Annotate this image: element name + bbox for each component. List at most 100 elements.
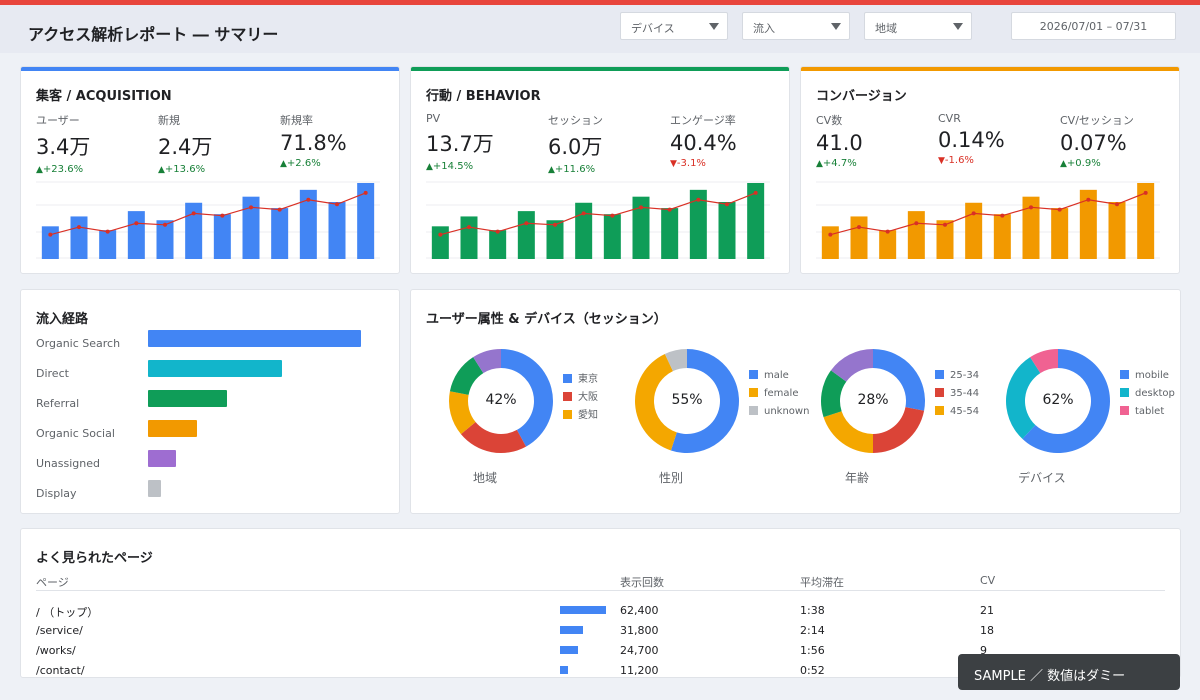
donut-segment [670, 349, 739, 453]
metric-value: 71.8% [280, 131, 347, 155]
region-filter-dropdown[interactable]: 地域 [864, 12, 972, 40]
legend-swatch [1120, 406, 1129, 415]
trend-point [306, 197, 311, 202]
column-header-views: 表示回数 [620, 576, 664, 589]
trend-point [438, 232, 443, 237]
trend-point [667, 207, 672, 212]
trend-bar [185, 202, 203, 259]
trend-point [1029, 205, 1033, 210]
page-path[interactable]: / （トップ） [36, 606, 99, 619]
trend-point [857, 225, 861, 230]
trend-point [1086, 197, 1091, 202]
trend-bar [546, 220, 564, 259]
trend-bar [718, 202, 736, 259]
donut-segment [473, 349, 501, 374]
donut-segment [821, 370, 847, 418]
legend-label: female [764, 388, 799, 399]
metric-value: 0.07% [1060, 131, 1127, 155]
views-value: 11,200 [620, 664, 659, 677]
trend-bar [661, 208, 679, 259]
metric-label: セッション [548, 114, 603, 127]
trend-point [335, 202, 339, 207]
card-accent-bar [411, 67, 789, 71]
donut-segment [449, 391, 476, 435]
trend-point [943, 222, 947, 227]
kpi-metric: CV数 41.0 ▲+4.7% [816, 112, 863, 169]
metric-delta-value: -1.6% [944, 155, 974, 166]
trend-bar [603, 214, 621, 259]
trend-bar [936, 220, 954, 259]
metric-label: CV/セッション [1060, 114, 1134, 127]
legend-item: 大阪 [563, 388, 598, 403]
source-bar [148, 360, 283, 377]
trend-point [48, 232, 53, 237]
legend-label: 35-44 [950, 388, 980, 399]
legend-item: desktop [1120, 388, 1175, 399]
legend-swatch [749, 388, 758, 397]
trend-point [77, 225, 81, 230]
trend-point [249, 205, 253, 210]
source-label: Organic Social [36, 427, 115, 440]
views-bar [560, 626, 584, 634]
source-label: Display [36, 487, 77, 500]
device-filter-label: デバイス [631, 22, 675, 35]
metric-delta: ▲+0.9% [1060, 158, 1134, 169]
kpi-metric: ユーザー 3.4万 ▲+23.6% [36, 112, 90, 175]
views-value: 62,400 [620, 604, 659, 617]
legend-item: mobile [1120, 370, 1169, 381]
trend-bar [41, 226, 59, 259]
triangle-up-icon: ▲ [158, 165, 165, 175]
trend-bar [850, 216, 868, 259]
legend-label: 大阪 [578, 392, 598, 403]
trend-point [524, 221, 529, 226]
cv-value: 18 [980, 624, 994, 637]
trend-point [105, 229, 110, 234]
legend-item: unknown [749, 406, 809, 417]
kpi-metric: 新規 2.4万 ▲+13.6% [158, 112, 212, 175]
trend-line [440, 192, 756, 236]
legend-label: 25-34 [950, 370, 980, 381]
trend-point [363, 190, 368, 195]
metric-delta-value: +11.6% [554, 164, 596, 175]
page-path[interactable]: /contact/ [36, 664, 85, 677]
legend-swatch [935, 370, 944, 379]
kpi-card-title: コンバージョン [816, 89, 907, 104]
donut-segment [830, 349, 873, 382]
donut-caption: 地域 [472, 471, 497, 485]
legend-item: 35-44 [935, 388, 979, 399]
trend-point [581, 211, 586, 216]
chevron-down-icon [831, 23, 841, 30]
trend-bar [747, 183, 765, 259]
donut-segment [873, 407, 925, 453]
donut-caption: 年齢 [844, 471, 869, 485]
metric-label: ユーザー [36, 114, 80, 127]
source-bar [148, 450, 176, 467]
kpi-card-title: 行動 / BEHAVIOR [426, 89, 541, 104]
metric-label: CVR [938, 112, 961, 125]
trend-bar [242, 196, 260, 259]
source-filter-label: 流入 [753, 22, 775, 35]
page-path[interactable]: /service/ [36, 624, 83, 637]
device-filter-dropdown[interactable]: デバイス [620, 12, 728, 40]
date-range-picker[interactable]: 2026/07/01 – 07/31 [1011, 12, 1176, 40]
views-value: 31,800 [620, 624, 659, 637]
page-path[interactable]: /works/ [36, 644, 76, 657]
trend-point [134, 221, 139, 226]
source-filter-dropdown[interactable]: 流入 [742, 12, 850, 40]
legend-swatch [1120, 388, 1129, 397]
kpi-card-2: コンバージョン CV数 41.0 ▲+4.7% CVR 0.14% ▼-1.6% CV/セッシ… [800, 66, 1180, 274]
trend-bar [965, 202, 983, 259]
metric-value: 3.4万 [36, 135, 91, 159]
trend-point [191, 211, 196, 216]
donut-chart [1006, 349, 1110, 453]
kpi-metric: エンゲージ率 40.4% ▼-3.1% [670, 112, 737, 169]
trend-bar [517, 211, 535, 259]
trend-bar [1137, 183, 1155, 259]
metric-value: 2.4万 [158, 135, 213, 159]
chevron-down-icon [953, 23, 963, 30]
donut-segment [460, 422, 527, 453]
metric-delta: ▲+14.5% [426, 161, 494, 172]
kpi-metric: CV/セッション 0.07% ▲+0.9% [1060, 112, 1134, 169]
donut-segment [873, 349, 925, 411]
legend-swatch [563, 410, 572, 419]
